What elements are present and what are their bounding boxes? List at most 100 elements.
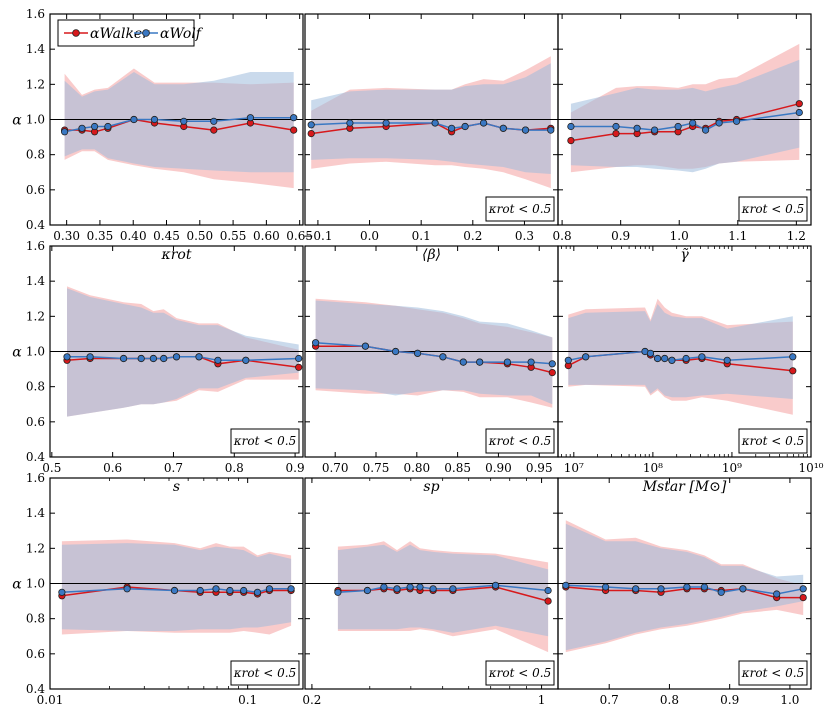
x-tick-label: 10¹⁰ xyxy=(799,461,824,475)
x-tick-label: 0.40 xyxy=(120,229,147,243)
annotation-box xyxy=(485,660,555,686)
x-tick-label: 0.5 xyxy=(42,461,61,475)
y-tick-label: 1.2 xyxy=(26,77,45,91)
x-tick-label: 0.55 xyxy=(220,229,247,243)
x-tick-label: 10⁷ xyxy=(564,461,584,475)
annotation-box xyxy=(230,428,300,454)
wolf-point xyxy=(439,353,447,361)
panel-p6: 10⁷ 10⁸ 10⁹ 10¹⁰ Mstar [M⊙] κrot < 0.5 xyxy=(557,245,824,495)
x-tick-label: 0.9 xyxy=(611,229,630,243)
wolf-point xyxy=(242,356,250,364)
wolf-point xyxy=(91,122,99,131)
wolf-point xyxy=(160,354,168,363)
wolf-point xyxy=(334,588,342,596)
wolf-point xyxy=(287,585,295,593)
annotation-label: κrot < 0.5 xyxy=(488,202,551,216)
annotation-label: κrot < 0.5 xyxy=(488,434,551,448)
walker-point xyxy=(210,126,218,134)
wolf-point xyxy=(717,588,725,596)
annotation-label: κrot < 0.5 xyxy=(741,202,804,216)
walker-point xyxy=(567,137,575,145)
wolf-point xyxy=(683,583,691,591)
wolf-point xyxy=(789,353,797,361)
x-tick-label: 0.2 xyxy=(463,229,482,243)
y-tick-label: 1.2 xyxy=(26,541,45,555)
wolf-point xyxy=(346,119,354,127)
x-tick-label: 0.8 xyxy=(553,229,572,243)
legend: αWalker αWolf xyxy=(57,19,204,47)
wolf-line xyxy=(565,584,804,595)
wolf-point xyxy=(363,586,371,595)
wolf-point xyxy=(567,122,575,131)
wolf-point xyxy=(212,585,220,593)
y-tick-label: 1.0 xyxy=(26,577,45,591)
plot-area xyxy=(50,68,303,189)
wolf-line xyxy=(64,116,294,133)
y-axis-label: α xyxy=(12,577,22,593)
x-tick-label: 0.9 xyxy=(286,461,305,475)
x-tick-label: 0.8 xyxy=(660,693,679,707)
wolf-point xyxy=(491,581,500,589)
legend-walker-label: αWalker xyxy=(90,26,150,42)
wolf-scatter-band xyxy=(311,63,551,175)
x-tick-label: 0.30 xyxy=(53,229,80,243)
wolf-point xyxy=(214,356,222,364)
wolf-point xyxy=(564,356,572,364)
y-tick-label: 1.2 xyxy=(26,309,45,323)
y-tick-label: 0.8 xyxy=(26,612,45,626)
plot-area xyxy=(50,286,303,417)
walker-point xyxy=(612,130,620,138)
x-tick-label: 0.1 xyxy=(412,229,431,243)
wolf-point xyxy=(674,122,682,131)
x-tick-label: 1.0 xyxy=(670,229,689,243)
wolf-point xyxy=(601,583,610,591)
wolf-point xyxy=(701,126,710,134)
legend-wolf-marker xyxy=(142,29,150,37)
x-tick-label: 0.6 xyxy=(103,461,122,475)
y-axis-label: α xyxy=(12,113,22,129)
wolf-point xyxy=(650,126,659,134)
x-tick-label: 0.7 xyxy=(600,693,619,707)
plot-area xyxy=(558,520,811,653)
wolf-point xyxy=(527,358,535,366)
wolf-point xyxy=(689,119,697,127)
annotation-box xyxy=(485,196,555,222)
x-tick-label: 1.1 xyxy=(728,229,747,243)
annotation-label: κrot < 0.5 xyxy=(233,666,296,680)
x-tick-label: −0.1 xyxy=(303,229,332,243)
wolf-point xyxy=(499,124,507,132)
wolf-point xyxy=(582,353,590,361)
y-tick-label: 0.8 xyxy=(26,148,45,162)
walker-point xyxy=(548,368,556,377)
wolf-point xyxy=(380,583,388,591)
wolf-point xyxy=(149,354,157,363)
wolf-point xyxy=(406,583,414,591)
x-tick-label: 0.8 xyxy=(225,461,244,475)
wolf-point xyxy=(723,356,731,364)
wolf-point xyxy=(632,585,640,593)
walker-point xyxy=(795,100,803,108)
wolf-point xyxy=(682,354,690,363)
wolf-point xyxy=(668,356,676,364)
wolf-point xyxy=(60,128,69,136)
annotation-box xyxy=(738,428,808,454)
wolf-point xyxy=(295,354,303,363)
wolf-point xyxy=(799,585,807,593)
annotation-label: κrot < 0.5 xyxy=(741,666,804,680)
wolf-point xyxy=(196,586,204,595)
x-tick-label: 0.45 xyxy=(153,229,180,243)
plot-area xyxy=(50,539,303,635)
walker-point xyxy=(789,367,797,375)
y-tick-label: 0.8 xyxy=(26,380,45,394)
wolf-point xyxy=(393,585,401,593)
x-tick-label: 0.2 xyxy=(302,693,321,707)
wolf-point xyxy=(416,583,424,591)
y-tick-label: 1.0 xyxy=(26,113,45,127)
wolf-point xyxy=(195,353,203,361)
wolf-line xyxy=(61,588,292,594)
wolf-point xyxy=(661,354,669,363)
wolf-point xyxy=(646,349,655,357)
panel-p2: −0.1 0.0 0.1 0.2 0.3 ⟨β⟩ κrot < 0.5 xyxy=(303,13,559,263)
wolf-line xyxy=(570,111,800,131)
